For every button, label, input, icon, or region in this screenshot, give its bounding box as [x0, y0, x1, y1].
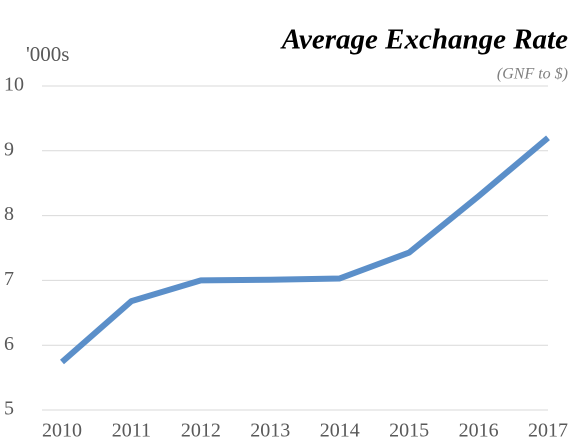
x-tick-label: 2011 [112, 420, 151, 442]
chart-title: Average Exchange Rate [280, 24, 568, 56]
x-tick-label: 2014 [320, 420, 360, 442]
y-tick-label: 7 [4, 268, 14, 290]
y-tick-label: 6 [4, 333, 14, 355]
y-tick-label: 8 [4, 203, 14, 225]
x-tick-label: 2017 [528, 420, 568, 442]
x-tick-label: 2012 [181, 420, 221, 442]
line-series [60, 135, 550, 365]
y-axis-label: '000s [26, 42, 69, 66]
chart-subtitle: (GNF to $) [497, 66, 568, 83]
x-tick-label: 2010 [42, 420, 82, 442]
x-tick-label: 2016 [459, 420, 499, 442]
y-tick-label: 10 [4, 74, 24, 96]
y-tick-label: 5 [4, 398, 14, 420]
x-tick-label: 2015 [389, 420, 429, 442]
x-tick-label: 2013 [250, 420, 290, 442]
y-tick-label: 9 [4, 138, 14, 160]
